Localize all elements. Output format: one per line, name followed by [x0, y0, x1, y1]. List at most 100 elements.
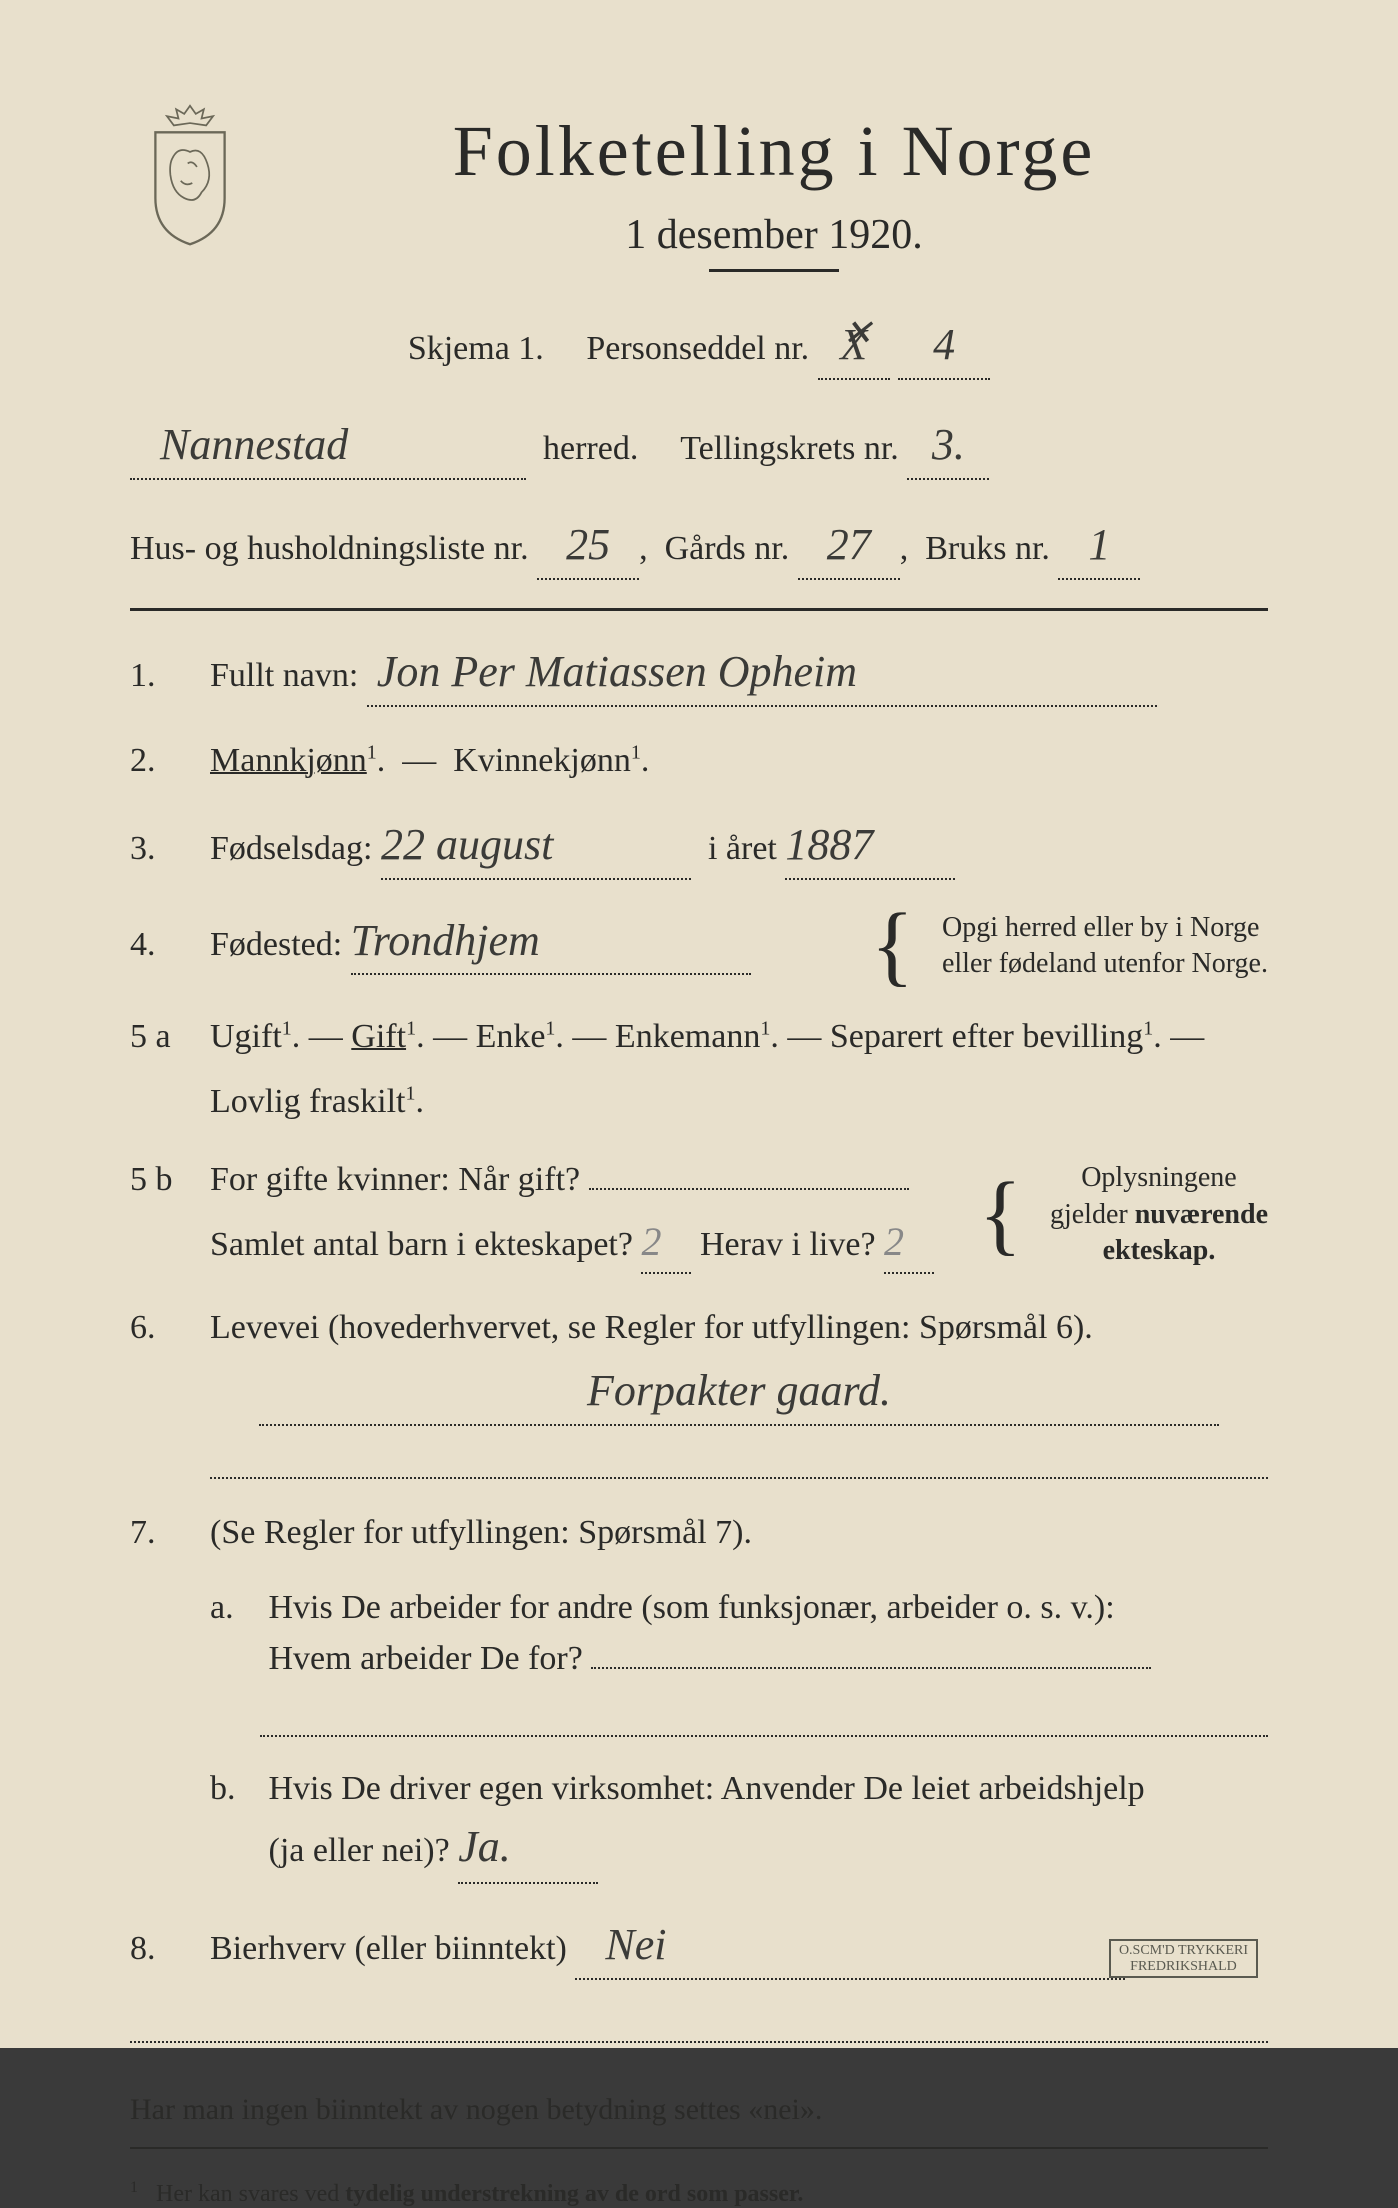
tellingskrets-label: Tellingskrets nr. — [680, 430, 899, 467]
q6-text: Levevei (hovederhvervet, se Regler for u… — [210, 1309, 1093, 1346]
q6: 6. Levevei (hovederhvervet, se Regler fo… — [130, 1304, 1268, 1478]
q7a-label: a. — [210, 1582, 260, 1633]
q7b-text2: (ja eller nei)? — [269, 1832, 450, 1869]
q8-num: 8. — [130, 1925, 210, 1973]
q7b-value: Ja. — [458, 1814, 598, 1884]
q7a-fill — [591, 1665, 1151, 1669]
q8-value: Nei — [575, 1914, 1125, 1980]
q2-mann: Mannkjønn — [210, 742, 367, 779]
herred-line: Nannestad herred. Tellingskrets nr. 3. — [130, 412, 1268, 480]
q5b-line1: For gifte kvinner: Når gift? — [210, 1161, 580, 1198]
q5b-line2v: 2 — [641, 1214, 691, 1274]
divider-1 — [130, 608, 1268, 611]
q5a-num: 5 a — [130, 1013, 210, 1061]
q7-body: (Se Regler for utfyllingen: Spørsmål 7). — [210, 1509, 1268, 1557]
footnote: 1 Her kan svares ved tydelig understrekn… — [130, 2179, 1268, 2208]
q2-kvinne: Kvinnekjønn — [453, 742, 631, 779]
q6-body: Levevei (hovederhvervet, se Regler for u… — [210, 1304, 1268, 1478]
brace-icon: { — [979, 1179, 1022, 1251]
bruks-label: Bruks nr. — [925, 530, 1050, 567]
personseddel-nr: 4 — [898, 312, 990, 380]
bruks-nr: 1 — [1058, 512, 1140, 580]
q2-num: 2. — [130, 737, 210, 785]
q7b: b. Hvis De driver egen virksomhet: Anven… — [210, 1763, 1268, 1884]
q8: 8. Bierhverv (eller biinntekt) Nei — [130, 1914, 1268, 1980]
skjema-label: Skjema 1. — [408, 330, 544, 367]
q7a-text2: Hvem arbeider De for? — [269, 1640, 583, 1677]
q4-note-block: { Opgi herred eller by i Norge eller fød… — [863, 910, 1268, 983]
q7: 7. (Se Regler for utfyllingen: Spørsmål … — [130, 1509, 1268, 1557]
coat-of-arms-icon — [130, 100, 250, 250]
q7-num: 7. — [130, 1509, 210, 1557]
q5a-enke: Enke — [476, 1018, 546, 1055]
q3-label: Fødselsdag: — [210, 830, 372, 867]
q1: 1. Fullt navn: Jon Per Matiassen Opheim — [130, 641, 1268, 707]
q6-num: 6. — [130, 1304, 210, 1352]
q5b-line1-fill — [589, 1186, 909, 1190]
q1-value: Jon Per Matiassen Opheim — [367, 641, 1157, 707]
q1-num: 1. — [130, 652, 210, 700]
q8-label: Bierhverv (eller biinntekt) — [210, 1930, 567, 1967]
title-block: Folketelling i Norge 1 desember 1920. — [280, 100, 1268, 272]
brace-icon: { — [871, 910, 914, 982]
q5a-enkemann: Enkemann — [615, 1018, 760, 1055]
printer-stamp: O.SCM'D TRYKKERI FREDRIKSHALD — [1109, 1939, 1258, 1978]
q4-label: Fødested: — [210, 926, 342, 963]
q5a-gift: Gift — [351, 1018, 406, 1055]
date-line: 1 desember 1920. — [280, 211, 1268, 259]
q7b-text1: Hvis De driver egen virksomhet: Anvender… — [269, 1770, 1145, 1807]
hushold-label: Hus- og husholdningsliste nr. — [130, 530, 529, 567]
footer-blank-line — [130, 2040, 1268, 2043]
q3-day: 22 august — [381, 814, 691, 880]
q4: 4. Fødested: Trondhjem { Opgi herred ell… — [130, 910, 1268, 983]
skjema-line: Skjema 1. Personseddel nr. X 4 — [130, 312, 1268, 380]
divider-2 — [130, 2147, 1268, 2149]
personseddel-struck: X — [818, 312, 890, 380]
q6-value: Forpakter gaard. — [259, 1360, 1219, 1426]
date-underline — [709, 269, 839, 272]
hushold-line: Hus- og husholdningsliste nr. 25, Gårds … — [130, 512, 1268, 580]
personseddel-label: Personseddel nr. — [586, 330, 809, 367]
q7a-text1: Hvis De arbeider for andre (som funksjon… — [269, 1589, 1115, 1626]
q7a-blank-line — [260, 1734, 1268, 1737]
q5b-body: For gifte kvinner: Når gift? Samlet anta… — [210, 1156, 1268, 1275]
footer-text: Har man ingen biinntekt av nogen betydni… — [130, 2093, 1268, 2127]
q6-value-line: Forpakter gaard. — [210, 1360, 1268, 1426]
q5b-note: Oplysningene gjelder nuværende ekteskap. — [1050, 1160, 1268, 1269]
gards-nr: 27 — [798, 512, 900, 580]
header: Folketelling i Norge 1 desember 1920. — [130, 100, 1268, 272]
q5b-line2bv: 2 — [884, 1214, 934, 1274]
q5a-separert: Separert efter bevilling — [830, 1018, 1143, 1055]
q5b-note-block: { Oplysningene gjelder nuværende ekteska… — [971, 1160, 1268, 1269]
q2: 2. Mannkjønn1. — Kvinnekjønn1. — [130, 737, 1268, 785]
q5a-body: Ugift1. — Gift1. — Enke1. — Enkemann1. —… — [210, 1013, 1268, 1126]
herred-value: Nannestad — [130, 412, 526, 480]
gards-label: Gårds nr. — [665, 530, 790, 567]
q7a: a. Hvis De arbeider for andre (som funks… — [210, 1582, 1268, 1737]
q6-blank-line — [210, 1476, 1268, 1479]
herred-label: herred. — [543, 430, 638, 467]
tellingskrets-nr: 3. — [907, 412, 989, 480]
q5b-line2b: Herav i live? — [700, 1226, 876, 1263]
q5b: 5 b For gifte kvinner: Når gift? Samlet … — [130, 1156, 1268, 1275]
q1-label: Fullt navn: — [210, 657, 358, 694]
q5a-ugift: Ugift — [210, 1018, 282, 1055]
census-form-page: Folketelling i Norge 1 desember 1920. Sk… — [0, 0, 1398, 2048]
q7b-label: b. — [210, 1763, 260, 1814]
main-title: Folketelling i Norge — [280, 110, 1268, 193]
q5a-lovlig: Lovlig fraskilt — [210, 1078, 405, 1126]
q3: 3. Fødselsdag: 22 august i året 1887 — [130, 814, 1268, 880]
q7-text: (Se Regler for utfyllingen: Spørsmål 7). — [210, 1514, 752, 1551]
q5a: 5 a Ugift1. — Gift1. — Enke1. — Enkemann… — [130, 1013, 1268, 1126]
q2-body: Mannkjønn1. — Kvinnekjønn1. — [210, 737, 1268, 785]
q4-body: Fødested: Trondhjem { Opgi herred eller … — [210, 910, 1268, 983]
q5b-num: 5 b — [130, 1156, 210, 1204]
q3-body: Fødselsdag: 22 august i året 1887 — [210, 814, 1268, 880]
q1-body: Fullt navn: Jon Per Matiassen Opheim — [210, 641, 1268, 707]
q4-num: 4. — [130, 921, 210, 969]
q5b-line2a: Samlet antal barn i ekteskapet? — [210, 1221, 633, 1269]
q3-num: 3. — [130, 825, 210, 873]
q3-year: 1887 — [785, 814, 955, 880]
hushold-nr: 25 — [537, 512, 639, 580]
q4-value: Trondhjem — [351, 910, 751, 976]
